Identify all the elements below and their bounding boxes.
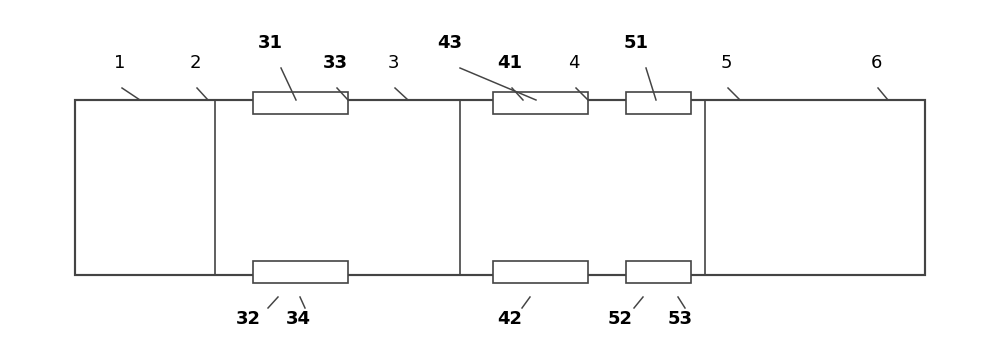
Bar <box>626 261 690 283</box>
Text: 42: 42 <box>498 310 522 328</box>
Text: 43: 43 <box>438 34 462 52</box>
Bar <box>492 92 588 114</box>
Text: 1: 1 <box>114 54 126 72</box>
Text: 32: 32 <box>236 310 260 328</box>
Text: 3: 3 <box>387 54 399 72</box>
Bar <box>492 261 588 283</box>
Text: 51: 51 <box>624 34 648 52</box>
Bar <box>75 100 925 275</box>
Bar <box>252 92 348 114</box>
Text: 52: 52 <box>608 310 633 328</box>
Text: 6: 6 <box>870 54 882 72</box>
Text: 31: 31 <box>258 34 283 52</box>
Text: 41: 41 <box>498 54 522 72</box>
Bar <box>626 92 690 114</box>
Text: 5: 5 <box>720 54 732 72</box>
Text: 34: 34 <box>286 310 310 328</box>
Text: 4: 4 <box>568 54 580 72</box>
Text: 33: 33 <box>322 54 348 72</box>
Text: 2: 2 <box>189 54 201 72</box>
Text: 53: 53 <box>668 310 692 328</box>
Bar <box>252 261 348 283</box>
